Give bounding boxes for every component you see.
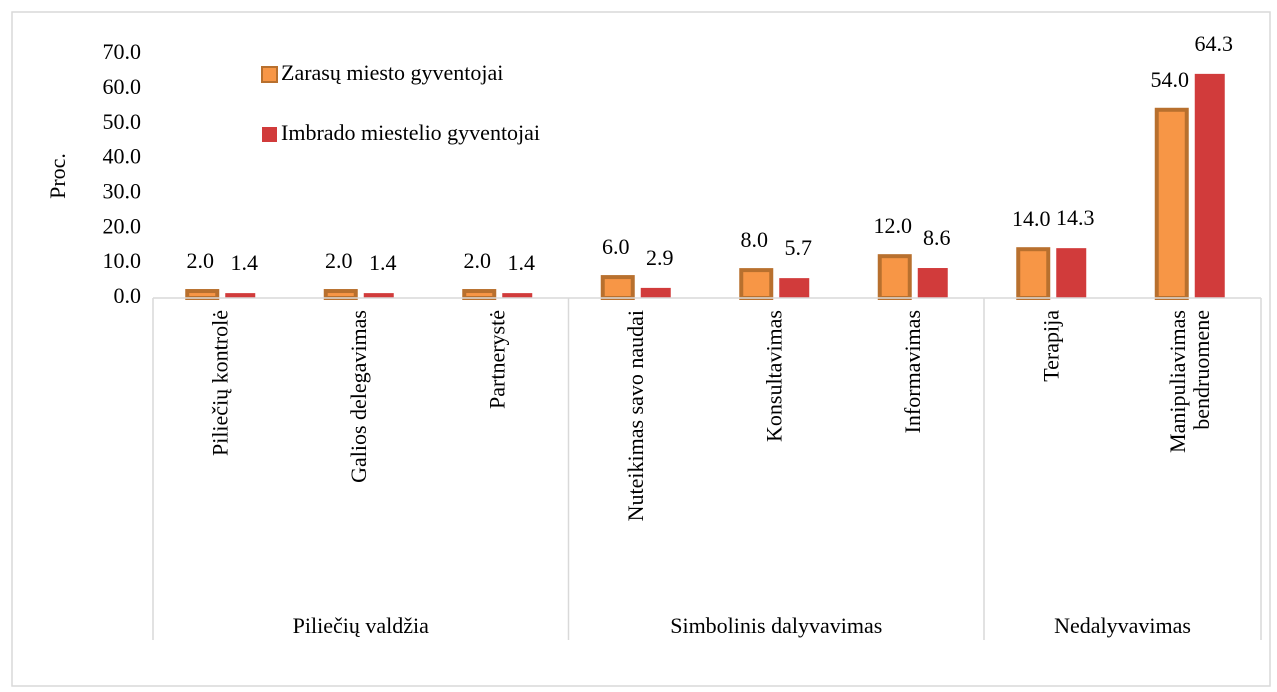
group-label: Piliečių valdžia bbox=[293, 613, 429, 638]
data-label: 64.3 bbox=[1195, 31, 1234, 56]
data-label: 14.3 bbox=[1056, 205, 1095, 230]
group-label: Simbolinis dalyvavimas bbox=[670, 613, 882, 638]
x-tick-label: Terapija bbox=[1038, 310, 1063, 382]
bar bbox=[1016, 247, 1051, 300]
bar bbox=[363, 293, 394, 298]
data-label: 1.4 bbox=[231, 250, 259, 275]
bar bbox=[225, 293, 256, 298]
bar bbox=[877, 254, 912, 300]
y-tick-label: 50.0 bbox=[103, 109, 142, 134]
bar bbox=[640, 287, 671, 298]
bar bbox=[600, 275, 635, 301]
data-label: 2.9 bbox=[646, 245, 674, 270]
data-label: 8.0 bbox=[741, 227, 769, 252]
bar bbox=[185, 289, 220, 300]
data-label: 8.6 bbox=[923, 225, 951, 250]
data-label: 54.0 bbox=[1151, 67, 1190, 92]
data-label: 1.4 bbox=[369, 250, 397, 275]
y-tick-label: 70.0 bbox=[103, 39, 142, 64]
data-label: 6.0 bbox=[602, 234, 630, 259]
bar bbox=[917, 268, 948, 298]
legend-swatch bbox=[261, 66, 278, 83]
y-tick-label: 40.0 bbox=[103, 144, 142, 169]
x-tick-label: bendruomene bbox=[1189, 310, 1214, 430]
x-tick-label: Piliečių kontrolė bbox=[207, 310, 232, 456]
data-label: 2.0 bbox=[325, 248, 353, 273]
data-label: 1.4 bbox=[508, 250, 536, 275]
data-label: 2.0 bbox=[464, 248, 492, 273]
bar bbox=[739, 268, 774, 301]
y-tick-label: 30.0 bbox=[103, 178, 142, 203]
x-tick-label: Informavimas bbox=[900, 310, 925, 433]
x-tick-label: Nuteikimas savo naudai bbox=[623, 310, 648, 521]
data-label: 5.7 bbox=[785, 235, 813, 260]
data-label: 14.0 bbox=[1012, 206, 1051, 231]
legend-label: Imbrado miestelio gyventojai bbox=[281, 120, 540, 145]
bar bbox=[1154, 107, 1189, 301]
legend-label: Zarasų miesto gyventojai bbox=[281, 60, 503, 85]
legend-swatch bbox=[262, 127, 277, 142]
group-label: Nedalyvavimas bbox=[1054, 613, 1191, 638]
bar bbox=[1056, 248, 1087, 298]
y-tick-label: 10.0 bbox=[103, 248, 142, 273]
bar bbox=[779, 278, 810, 298]
y-axis-label: Proc. bbox=[45, 153, 70, 199]
bar bbox=[323, 289, 358, 300]
bar bbox=[462, 289, 497, 300]
x-tick-label: Konsultavimas bbox=[761, 310, 786, 442]
x-tick-label: Manipuliavimas bbox=[1165, 310, 1190, 453]
y-tick-label: 20.0 bbox=[103, 213, 142, 238]
data-label: 12.0 bbox=[874, 213, 913, 238]
x-tick-label: Galios delegavimas bbox=[346, 310, 371, 483]
chart-border bbox=[11, 11, 1271, 687]
y-tick-label: 60.0 bbox=[103, 74, 142, 99]
x-tick-label: Partnerystė bbox=[484, 310, 509, 409]
bar bbox=[1194, 73, 1225, 299]
bar bbox=[502, 293, 533, 298]
y-tick-label: 0.0 bbox=[114, 283, 142, 308]
data-label: 2.0 bbox=[187, 248, 215, 273]
